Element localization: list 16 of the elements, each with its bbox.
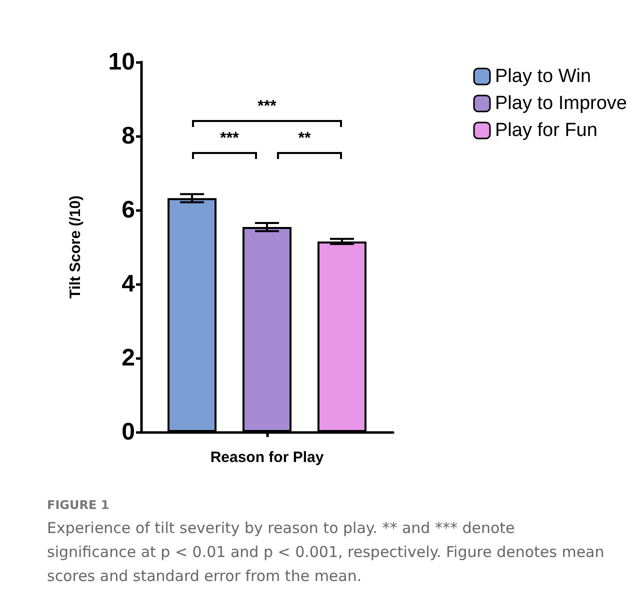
y-tick-label: 2 xyxy=(122,344,135,372)
annotation: *** xyxy=(219,130,240,148)
caption: FIGURE 1 xyxy=(47,498,110,512)
y-tick-label: 4 xyxy=(122,270,136,298)
legend-label: Play to Improve xyxy=(495,93,627,114)
annotation: *** xyxy=(256,98,278,116)
legend-label: Play to Win xyxy=(495,66,592,87)
y-tick-label: 8 xyxy=(122,122,135,150)
y-tick-label: 0 xyxy=(122,418,135,446)
legend-label: Play for Fun xyxy=(495,120,598,141)
annotation: ** xyxy=(297,130,312,148)
y-axis-title: Tilt Score (/10) xyxy=(67,195,84,299)
y-tick-label: 6 xyxy=(122,196,135,224)
x-axis-title: Reason for Play xyxy=(210,449,324,466)
y-tick-label: 10 xyxy=(108,48,135,76)
text: Experience of tilt severity by reason to play. ** and *** denote significance at p < 0.01 and p < 0.001, respectively. Figure denotes mean scores and standard error from the mean. xyxy=(47,518,606,587)
